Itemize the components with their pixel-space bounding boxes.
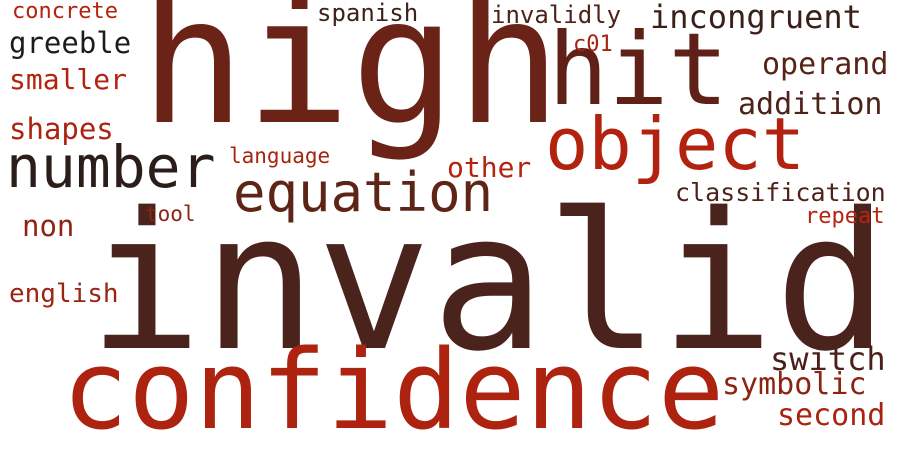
word-symbolic: symbolic: [722, 367, 867, 402]
word-english: english: [9, 279, 119, 309]
word-equation: equation: [233, 161, 494, 224]
word-confidence: confidence: [62, 326, 725, 450]
word-other: other: [447, 151, 532, 184]
word-language: language: [229, 144, 331, 168]
word-addition: addition: [738, 87, 883, 122]
word-classification: classification: [675, 178, 886, 207]
word-switch: switch: [770, 340, 886, 378]
word-second: second: [777, 398, 886, 433]
word-concrete: concrete: [12, 0, 118, 24]
word-non: non: [22, 209, 75, 243]
word-tool: tool: [145, 202, 196, 226]
word-incongruent: incongruent: [650, 0, 862, 36]
word-c01: c01: [573, 32, 613, 57]
word-operand: operand: [762, 47, 889, 82]
word-smaller: smaller: [9, 63, 128, 96]
word-invalid: invalid: [88, 172, 889, 393]
word-object: object: [545, 102, 806, 186]
word-invalidly: invalidly: [491, 1, 622, 29]
word-number: number: [6, 133, 216, 201]
word-greeble: greeble: [9, 26, 132, 60]
word-high: high: [140, 0, 562, 164]
word-hit: hit: [548, 11, 729, 128]
word-repeat: repeat: [805, 204, 885, 229]
word-spanish: spanish: [317, 0, 419, 27]
word-shapes: shapes: [9, 112, 114, 146]
